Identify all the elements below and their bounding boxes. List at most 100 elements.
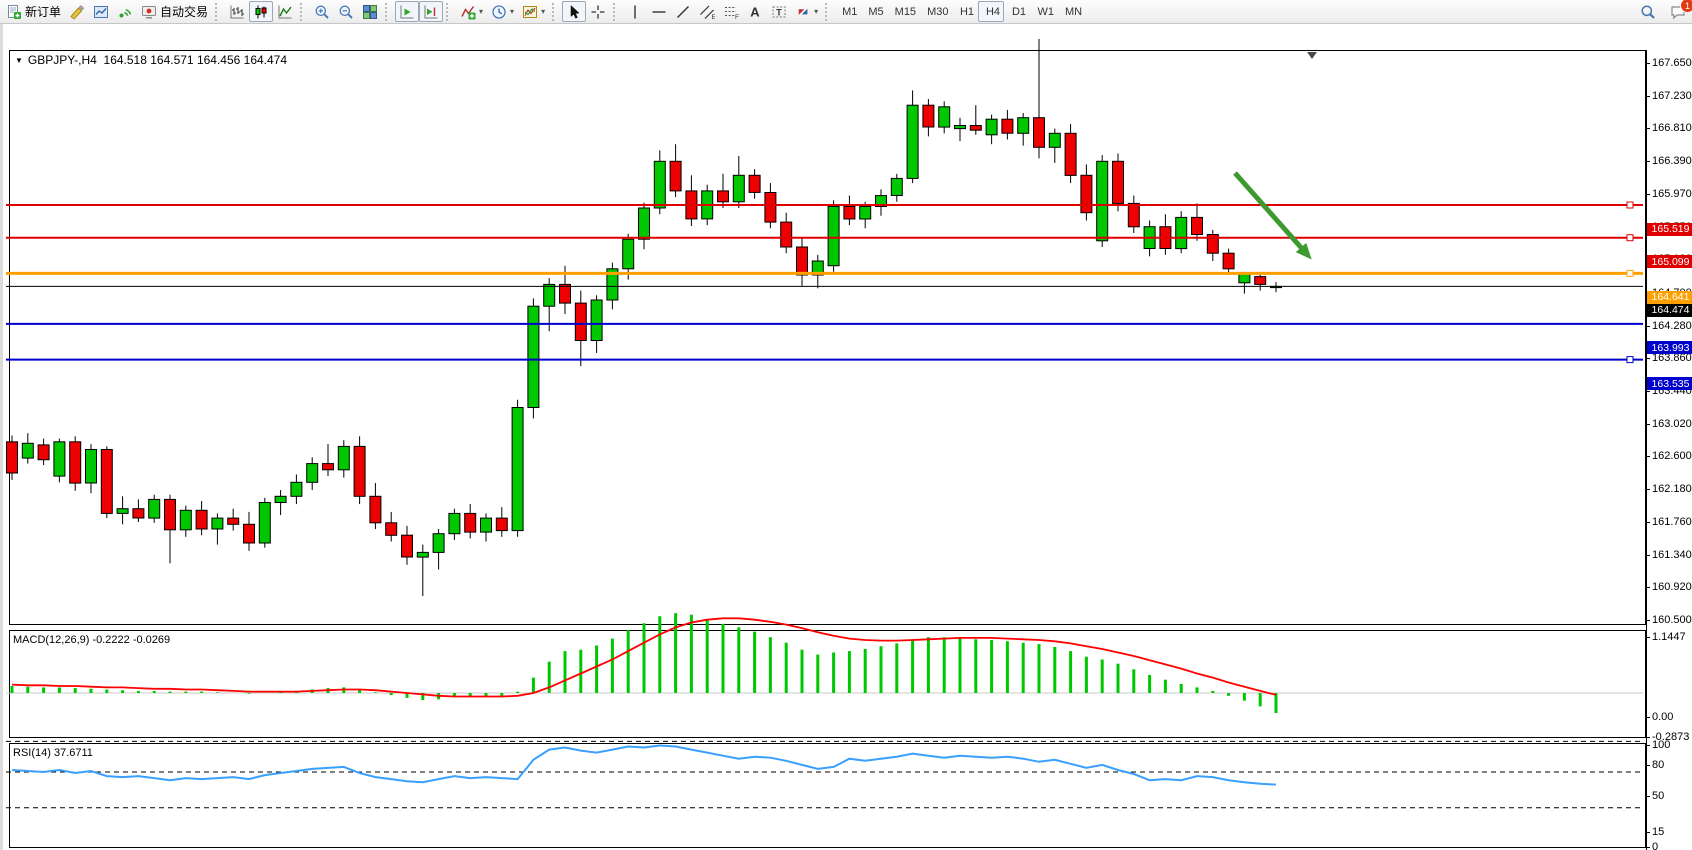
price-label: 163.020 xyxy=(1652,418,1692,430)
dropdown-arrow-icon[interactable]: ▾ xyxy=(541,7,546,16)
templates-button[interactable]: ▾ xyxy=(518,1,549,22)
price-line-badge: 165.519 xyxy=(1647,222,1692,236)
price-tick xyxy=(1646,587,1650,588)
trendline-icon xyxy=(675,4,691,20)
dropdown-arrow-icon[interactable]: ▾ xyxy=(510,7,515,16)
bar-chart-icon xyxy=(229,4,245,20)
periods-button[interactable]: ▾ xyxy=(487,1,518,22)
fibonacci-icon: F xyxy=(723,4,739,20)
signals-button[interactable] xyxy=(113,1,137,22)
toolbar-separator xyxy=(446,2,453,21)
rsi-label: 80 xyxy=(1652,759,1665,771)
text-label-button[interactable]: T xyxy=(767,1,791,22)
zoom-in-icon xyxy=(314,4,330,20)
dropdown-arrow-icon[interactable]: ▾ xyxy=(814,7,819,16)
price-label: 161.340 xyxy=(1652,549,1692,561)
equidistant-channel-button[interactable]: E xyxy=(695,1,719,22)
button-label: M1 xyxy=(842,5,858,18)
new-order-button[interactable]: 新订单 xyxy=(2,1,65,22)
auto-trading-button[interactable]: 自动交易 xyxy=(137,1,212,22)
line-chart-button[interactable] xyxy=(273,1,297,22)
price-tick xyxy=(1646,456,1650,457)
zoom-in-button[interactable] xyxy=(310,1,334,22)
candlestick-button[interactable] xyxy=(249,1,274,22)
price-label: 166.390 xyxy=(1652,155,1692,167)
templates-icon xyxy=(522,4,538,20)
timeframe-d1[interactable]: D1 xyxy=(1004,1,1030,22)
text-label-icon: T xyxy=(771,4,787,20)
indicators-button[interactable]: ▾ xyxy=(456,1,487,22)
button-label: 自动交易 xyxy=(160,5,209,19)
price-axis-line xyxy=(1646,50,1647,850)
price-line-badge: 163.535 xyxy=(1647,377,1692,391)
auto-trading-icon xyxy=(141,4,157,20)
search-button[interactable] xyxy=(1636,1,1660,22)
price-tick xyxy=(1646,128,1650,129)
price-tick xyxy=(1646,620,1650,621)
price-label: 167.230 xyxy=(1652,90,1692,102)
dropdown-arrow-icon[interactable]: ▾ xyxy=(479,7,484,16)
vertical-line-icon xyxy=(627,4,643,20)
zoom-out-button[interactable] xyxy=(334,1,358,22)
timeframe-h4[interactable]: H4 xyxy=(978,1,1005,22)
macd-label: 1.1447 xyxy=(1652,631,1686,643)
tile-windows-button[interactable] xyxy=(358,1,382,22)
profiles-button[interactable] xyxy=(89,1,113,22)
new-order-icon xyxy=(6,4,22,20)
timeframe-m15[interactable]: M15 xyxy=(888,1,920,22)
timeframe-m30[interactable]: M30 xyxy=(920,1,952,22)
cursor-button[interactable] xyxy=(562,1,587,22)
crosshair-button[interactable] xyxy=(586,1,610,22)
toolbar-groups: 新订单 自动交易 ▾ ▾ ▾ E F A T ▾ M1 M5 M15 M30 H1 H4 D1 W1 MN xyxy=(2,1,1086,22)
bar-chart-button[interactable] xyxy=(225,1,249,22)
button-label: H4 xyxy=(985,5,1000,18)
timeframe-w1[interactable]: W1 xyxy=(1030,1,1058,22)
svg-text:E: E xyxy=(712,14,716,20)
arrows-icon xyxy=(795,4,811,20)
tile-windows-icon xyxy=(362,4,378,20)
chat-button[interactable]: 1 xyxy=(1666,0,1692,22)
price-label: 160.920 xyxy=(1652,581,1692,593)
indicators-icon xyxy=(460,4,476,20)
chart-shift-marker-icon[interactable] xyxy=(1307,52,1317,59)
price-tick xyxy=(1646,63,1650,64)
candlestick-icon xyxy=(253,4,269,20)
styler-button[interactable] xyxy=(65,1,89,22)
current-price-badge: 164.474 xyxy=(1647,303,1692,317)
auto-scroll-button[interactable] xyxy=(395,1,420,22)
rsi-label: 50 xyxy=(1652,790,1665,802)
text-button[interactable]: A xyxy=(743,1,767,22)
button-label: 新订单 xyxy=(25,5,62,19)
macd-tick xyxy=(1646,737,1650,738)
macd-label: 0.00 xyxy=(1652,711,1674,723)
signals-icon xyxy=(117,4,133,20)
trendline-button[interactable] xyxy=(671,1,695,22)
timeframe-m1[interactable]: M1 xyxy=(835,1,861,22)
auto-scroll-icon xyxy=(399,4,415,20)
timeframe-m5[interactable]: M5 xyxy=(861,1,887,22)
chart-title-caret-icon[interactable]: ▼ xyxy=(15,56,23,65)
vertical-line-button[interactable] xyxy=(623,1,647,22)
price-tick xyxy=(1646,555,1650,556)
chart-shift-button[interactable] xyxy=(419,1,444,22)
price-tick xyxy=(1646,358,1650,359)
toolbar-separator xyxy=(825,2,832,21)
price-tick xyxy=(1646,489,1650,490)
timeframe-h1[interactable]: H1 xyxy=(952,1,978,22)
chart-window[interactable]: ▼ GBPJPY-,H4 164.518 164.571 164.456 164.… xyxy=(0,24,1692,850)
macd-tick xyxy=(1646,637,1650,638)
button-label: W1 xyxy=(1037,5,1054,18)
profiles-icon xyxy=(93,4,109,20)
fibonacci-button[interactable]: F xyxy=(719,1,743,22)
arrows-button[interactable]: ▾ xyxy=(791,1,822,22)
price-label: 166.810 xyxy=(1652,122,1692,134)
horizontal-line-button[interactable] xyxy=(647,1,671,22)
search-icon xyxy=(1640,4,1656,20)
svg-text:T: T xyxy=(776,7,782,17)
rsi-pane-frame xyxy=(9,743,1646,848)
button-label: M15 xyxy=(894,5,917,18)
timeframe-mn[interactable]: MN xyxy=(1058,1,1086,22)
line-chart-icon xyxy=(277,4,293,20)
price-label: 165.970 xyxy=(1652,188,1692,200)
